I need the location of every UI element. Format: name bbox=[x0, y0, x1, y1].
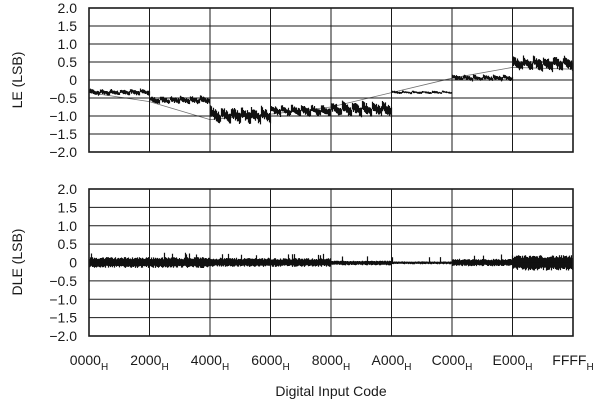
dle-plot-frame bbox=[88, 188, 574, 337]
x-tick-label-subscript: H bbox=[465, 362, 472, 373]
le-y-tick-label: −1.0 bbox=[49, 108, 77, 124]
x-axis-label: Digital Input Code bbox=[275, 383, 387, 399]
x-tick-label: 6000H bbox=[251, 352, 289, 373]
dle-y-tick-label: 1.0 bbox=[58, 218, 78, 234]
x-tick-label: A000H bbox=[372, 352, 412, 373]
dle-y-tick-label: −0.5 bbox=[49, 273, 77, 289]
x-tick-label-main: 6000 bbox=[251, 352, 282, 368]
le-y-tick-label: 0 bbox=[69, 72, 77, 88]
x-tick-label: FFFFH bbox=[552, 352, 593, 373]
dle-y-tick-labels: 2.0 1.5 1.0 0.5 0 −0.5 −1.0 −1.5 −2.0 bbox=[49, 181, 77, 344]
dle-y-tick-label: −2.0 bbox=[49, 328, 77, 344]
dle-x-tick-labels: 0000H 2000H 4000H 6000H 8000H A000H C000H E000H… bbox=[70, 352, 594, 373]
x-tick-label-main: C000 bbox=[432, 352, 466, 368]
x-tick-label: 0000H bbox=[70, 352, 108, 373]
le-y-tick-label: −0.5 bbox=[49, 90, 77, 106]
x-tick-label-subscript: H bbox=[525, 362, 532, 373]
x-tick-label-subscript: H bbox=[343, 362, 350, 373]
x-tick-label-subscript: H bbox=[161, 362, 168, 373]
le-chart: LE (LSB) 2.0 1.5 1.0 0.5 0 −0.5 −1.0 −1.5 −2.0 bbox=[9, 0, 574, 160]
x-tick-label-subscript: H bbox=[404, 362, 411, 373]
x-tick-label-subscript: H bbox=[222, 362, 229, 373]
le-grid bbox=[89, 7, 573, 153]
dle-y-tick-label: 1.5 bbox=[58, 199, 78, 215]
dle-y-tick-label: 0.5 bbox=[58, 236, 78, 252]
x-tick-label: C000H bbox=[432, 352, 473, 373]
le-y-tick-label: 1.5 bbox=[58, 18, 78, 34]
x-tick-label-main: 8000 bbox=[312, 352, 343, 368]
le-y-tick-label: 0.5 bbox=[58, 54, 78, 70]
dle-y-tick-label: −1.5 bbox=[49, 310, 77, 326]
x-tick-label: 4000H bbox=[191, 352, 229, 373]
le-y-axis-label: LE (LSB) bbox=[9, 52, 25, 109]
x-tick-label-main: A000 bbox=[372, 352, 405, 368]
x-tick-label-main: 2000 bbox=[130, 352, 161, 368]
dle-y-tick-label: −1.0 bbox=[49, 291, 77, 307]
le-y-tick-label: 2.0 bbox=[58, 0, 78, 16]
le-y-tick-label: 1.0 bbox=[58, 36, 78, 52]
dle-y-tick-label: 0 bbox=[69, 255, 77, 271]
dle-chart: DLE (LSB) 2.01.51.00.50−0.5−1.0−1.5−2.0 … bbox=[9, 181, 594, 399]
x-tick-label-subscript: H bbox=[586, 362, 593, 373]
le-y-tick-label: −2.0 bbox=[49, 144, 77, 160]
x-tick-label-subscript: H bbox=[282, 362, 289, 373]
x-tick-label: 2000H bbox=[130, 352, 168, 373]
x-tick-label: 8000H bbox=[312, 352, 350, 373]
le-plot-frame bbox=[88, 7, 574, 153]
x-tick-label-subscript: H bbox=[101, 362, 108, 373]
x-tick-label-main: FFFF bbox=[552, 352, 586, 368]
x-tick-label: E000H bbox=[493, 352, 533, 373]
x-tick-label-main: E000 bbox=[493, 352, 526, 368]
x-tick-label-main: 0000 bbox=[70, 352, 101, 368]
dle-y-axis-label: DLE (LSB) bbox=[9, 229, 25, 296]
x-tick-label-main: 4000 bbox=[191, 352, 222, 368]
le-y-tick-labels: 2.0 1.5 1.0 0.5 0 −0.5 −1.0 −1.5 −2.0 bbox=[49, 0, 77, 160]
le-y-tick-label: −1.5 bbox=[49, 126, 77, 142]
dle-y-tick-label: 2.0 bbox=[58, 181, 78, 197]
le-series-line bbox=[88, 66, 574, 121]
